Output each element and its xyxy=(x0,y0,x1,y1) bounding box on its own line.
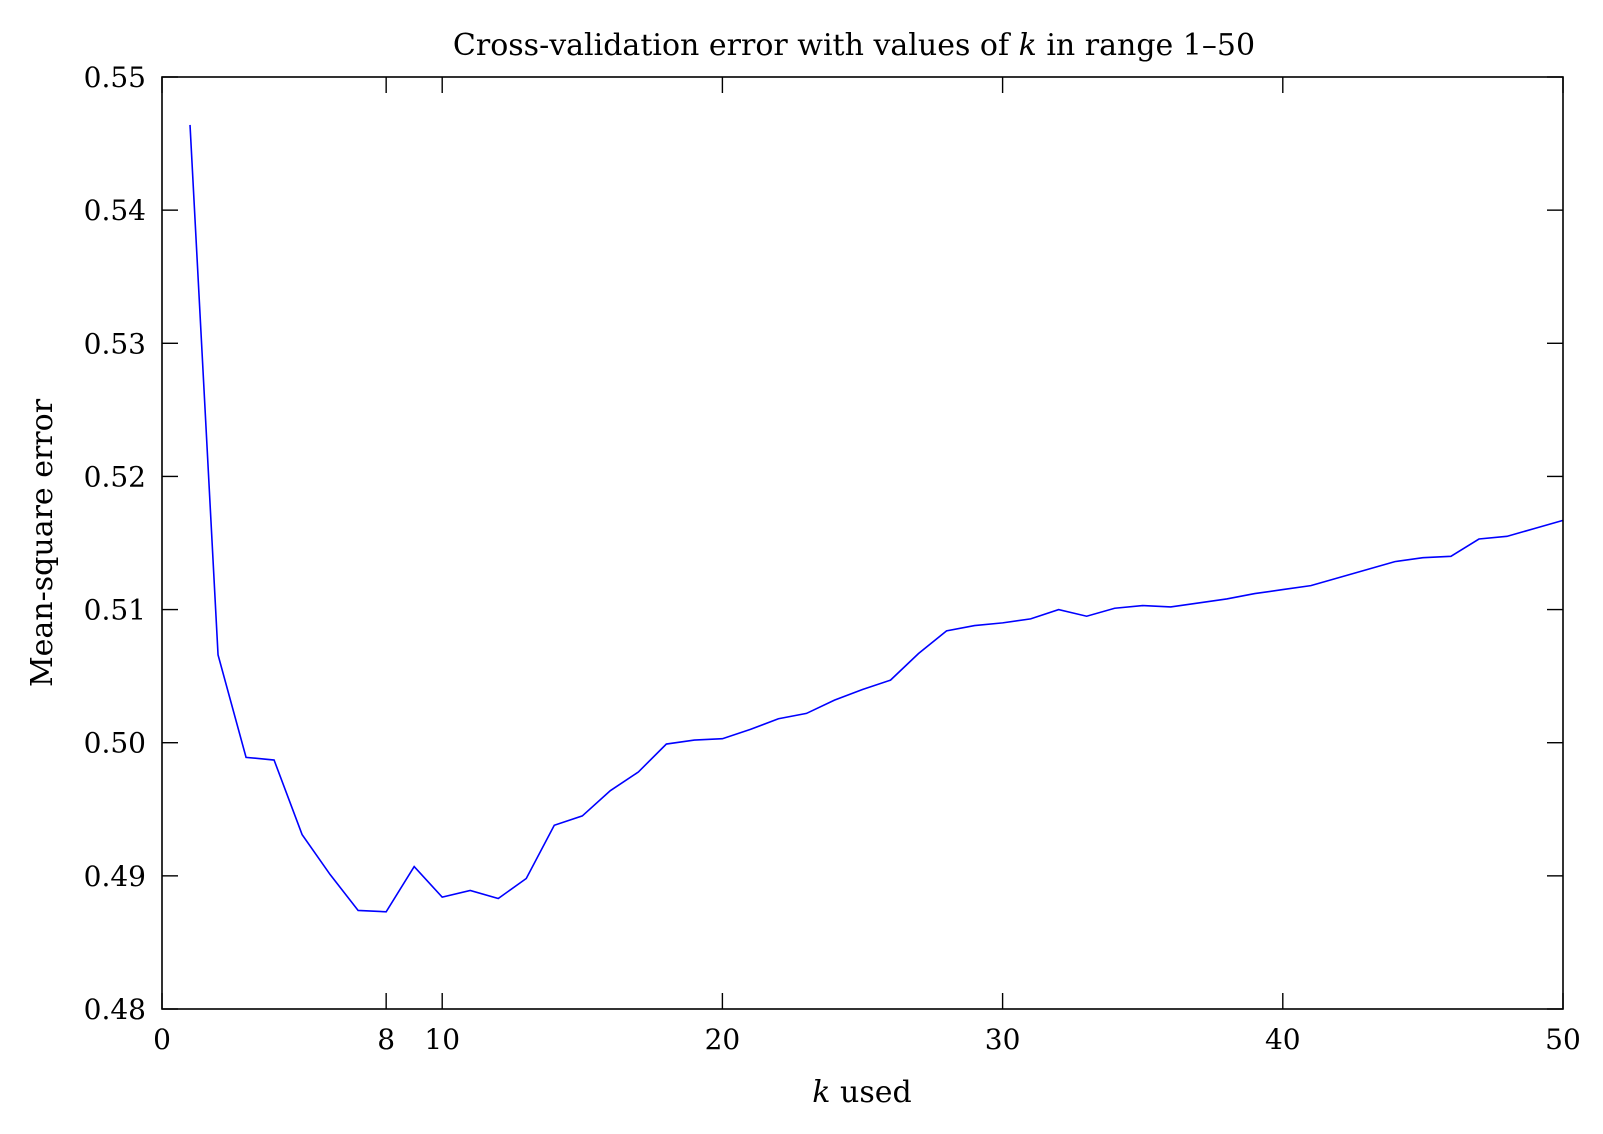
y-tick-label: 0.52 xyxy=(84,460,146,493)
chart-title: Cross-validation error with values of k … xyxy=(453,28,1255,63)
chart-title-variable: k xyxy=(1019,28,1037,63)
y-tick-label: 0.53 xyxy=(84,327,146,360)
x-axis-label-variable: k xyxy=(812,1075,830,1110)
x-tick-label: 0 xyxy=(153,1023,171,1056)
x-tick-label: 40 xyxy=(1265,1023,1301,1056)
x-axis-label-after: used xyxy=(830,1075,911,1110)
axis-tick-labels: 0 8 10 20 30 40 50 0.48 0.49 0.50 0.51 0.52 0.53 0.54… xyxy=(84,61,1581,1056)
y-tick-label: 0.50 xyxy=(84,727,146,760)
x-tick-label: 20 xyxy=(705,1023,741,1056)
x-axis-label: k used xyxy=(812,1075,911,1110)
series-line xyxy=(189,124,1564,913)
x-tick-label: 10 xyxy=(424,1023,460,1056)
axis-ticks xyxy=(161,76,1564,1010)
y-axis-label: Mean-square error xyxy=(25,398,60,687)
chart-title-before: Cross-validation error with values of xyxy=(453,28,1019,63)
x-tick-label: 50 xyxy=(1545,1023,1581,1056)
chart-title-after: in range 1–50 xyxy=(1037,28,1255,63)
y-tick-label: 0.55 xyxy=(84,61,146,94)
plot-frame xyxy=(161,76,1564,1010)
x-tick-label: 8 xyxy=(377,1023,395,1056)
y-tick-label: 0.49 xyxy=(84,860,146,893)
y-tick-label: 0.51 xyxy=(84,594,146,627)
y-tick-label: 0.54 xyxy=(84,194,146,227)
x-tick-label: 30 xyxy=(985,1023,1021,1056)
y-tick-label: 0.48 xyxy=(84,993,146,1026)
